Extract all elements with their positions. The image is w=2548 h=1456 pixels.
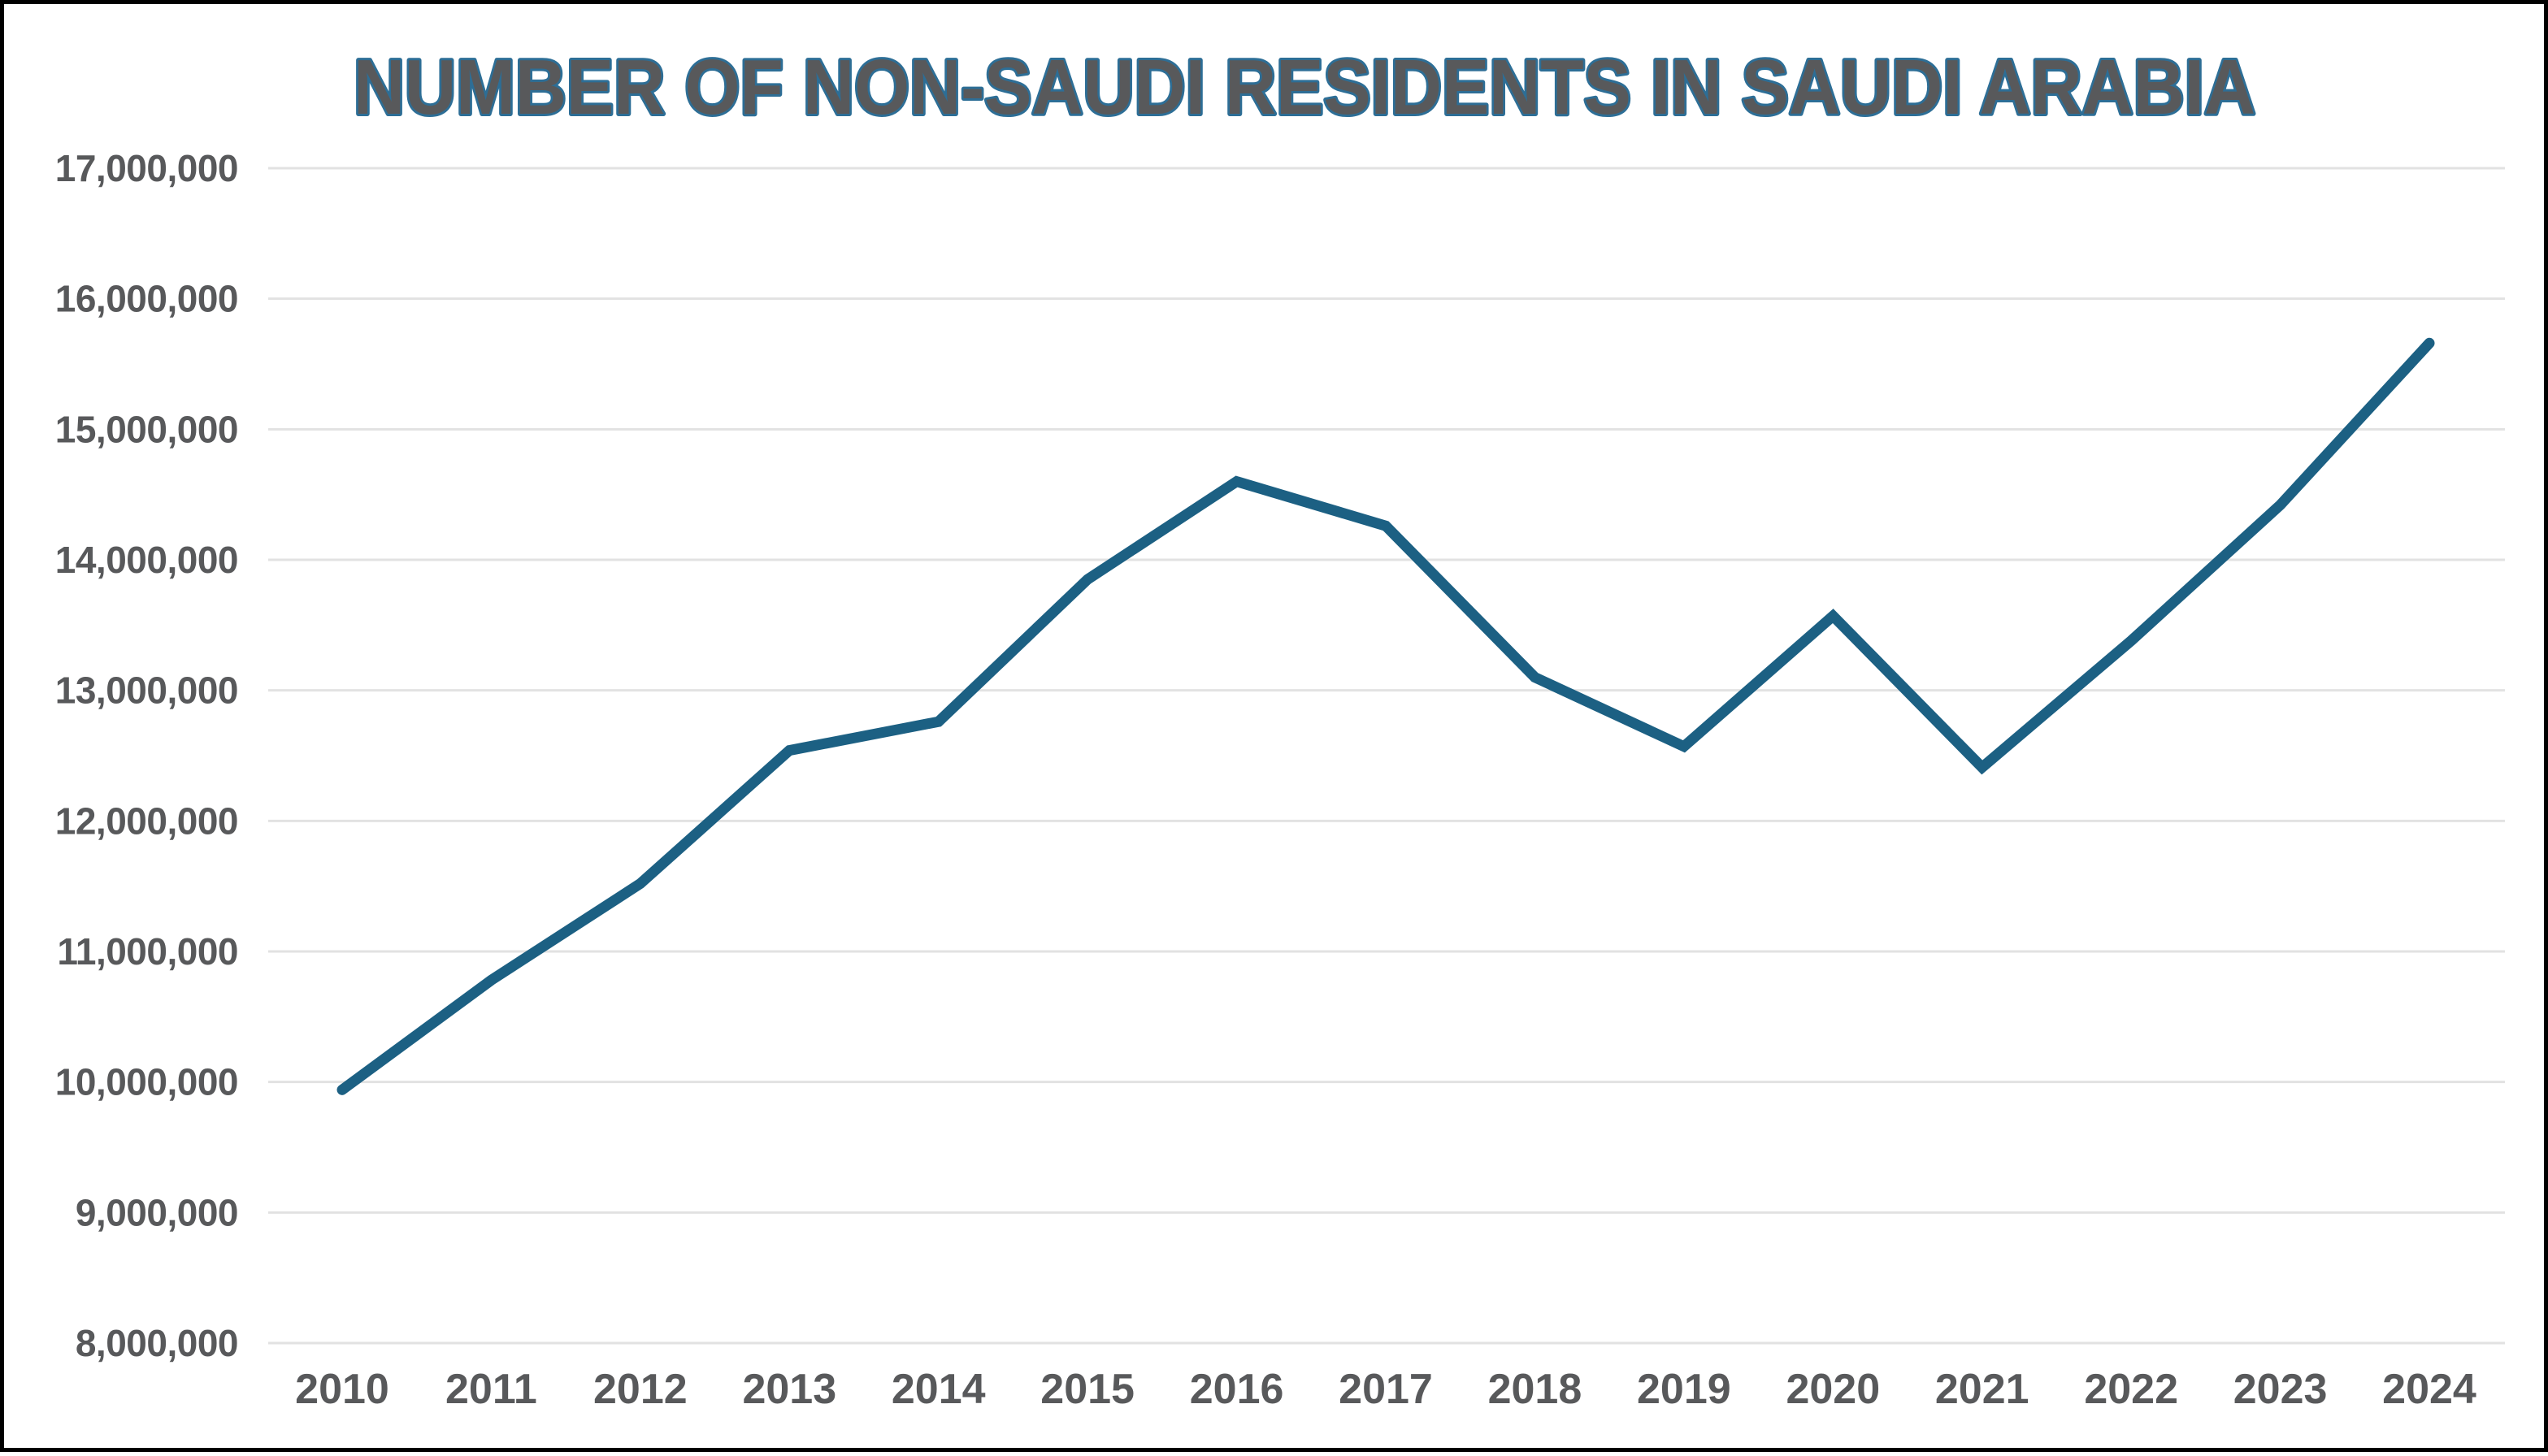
y-tick-label: 11,000,000	[57, 930, 238, 973]
x-tick-label: 2022	[2084, 1366, 2178, 1413]
x-tick-label: 2015	[1040, 1366, 1135, 1413]
y-tick-label: 9,000,000	[76, 1191, 238, 1233]
x-tick-label: 2017	[1339, 1366, 1433, 1413]
x-axis-labels: 2010 2011 2012 2013 2014 2015 2016 2017 2018 2019…	[295, 1366, 2476, 1413]
x-tick-label: 2011	[445, 1366, 537, 1413]
y-tick-label: 17,000,000	[55, 147, 238, 189]
x-tick-label: 2014	[892, 1366, 986, 1413]
y-tick-label: 15,000,000	[55, 408, 238, 450]
y-tick-label: 14,000,000	[55, 539, 238, 581]
x-tick-label: 2023	[2233, 1366, 2328, 1413]
y-tick-label: 10,000,000	[55, 1061, 238, 1103]
x-tick-label: 2012	[593, 1366, 688, 1413]
x-tick-label: 2010	[295, 1366, 389, 1413]
y-tick-label: 12,000,000	[55, 800, 238, 842]
y-tick-label: 13,000,000	[55, 670, 238, 712]
data-series-line	[336, 337, 2435, 1095]
x-tick-label: 2018	[1488, 1366, 1582, 1413]
x-tick-label: 2013	[742, 1366, 836, 1413]
x-tick-label: 2019	[1637, 1366, 1731, 1413]
y-tick-label: 8,000,000	[76, 1322, 238, 1364]
line-chart: 8,000,000 9,000,000 10,000,000 11,000,000 12…	[55, 41, 2505, 1413]
x-tick-label: 2021	[1935, 1366, 2029, 1413]
x-tick-label: 2024	[2382, 1366, 2476, 1413]
chart-title: NUMBER OF NON-SAUDI RESIDENTS IN SAUDI A…	[354, 44, 2255, 131]
y-tick-label: 16,000,000	[55, 278, 238, 320]
gridlines	[268, 167, 2505, 1345]
x-tick-label: 2016	[1190, 1366, 1284, 1413]
y-axis-labels: 8,000,000 9,000,000 10,000,000 11,000,000 12…	[55, 147, 239, 1364]
x-tick-label: 2020	[1786, 1366, 1880, 1413]
